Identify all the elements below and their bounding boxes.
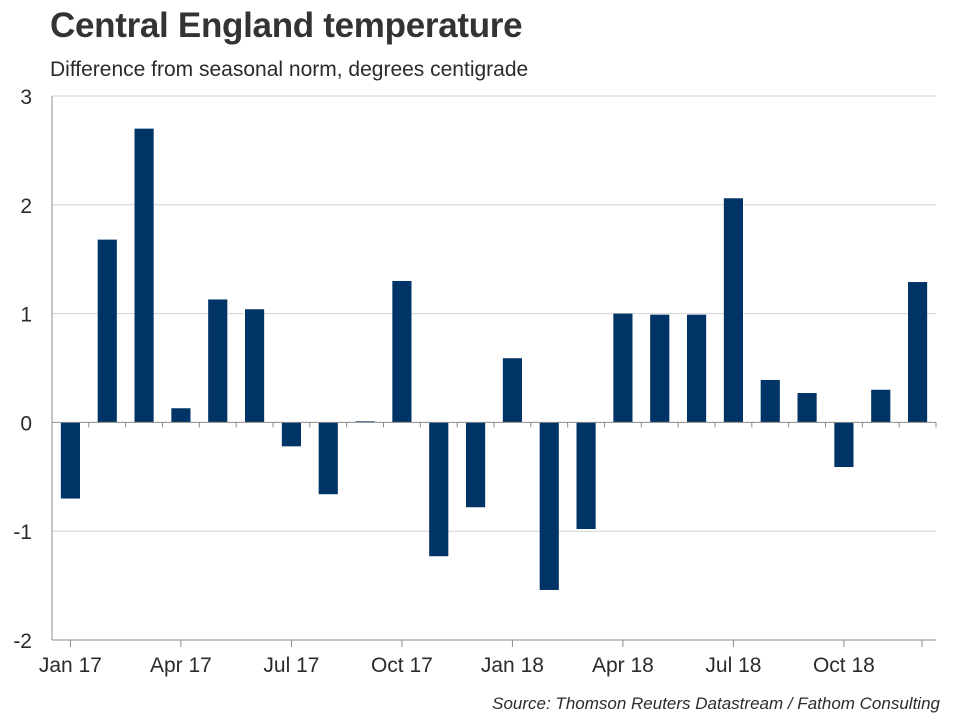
bar [355,421,375,423]
bar [908,282,928,423]
bar [392,280,412,423]
bar [429,422,449,557]
x-tick-label: Oct 18 [813,654,875,677]
bar [466,422,486,508]
y-tick-label: 1 [20,304,32,327]
bar [245,309,265,423]
x-tick-label: Jan 17 [39,654,102,677]
x-tick-label: Jul 17 [263,654,319,677]
bar [208,299,228,423]
chart-subtitle: Difference from seasonal norm, degrees c… [50,58,529,81]
x-tick-label: Jan 18 [481,654,544,677]
bar [134,128,154,423]
bar [318,422,338,495]
bar [576,422,596,530]
x-tick-label: Jul 18 [705,654,761,677]
bar [97,239,117,423]
bar [613,313,633,423]
bar [502,358,522,423]
source-note: Source: Thomson Reuters Datastream / Fat… [492,694,940,713]
bar [650,314,670,423]
x-tick-label: Apr 18 [592,654,654,677]
chart-title: Central England temperature [50,6,523,45]
bar [60,422,80,499]
bar [723,198,743,423]
bar [281,422,301,447]
x-tick-label: Apr 17 [150,654,212,677]
y-tick-label: 3 [20,86,32,109]
y-tick-label: -2 [13,630,32,653]
y-tick-label: 0 [20,412,32,435]
y-tick-label: 2 [20,195,32,218]
bar [687,314,707,423]
bar [834,422,854,468]
y-tick-label: -1 [13,521,32,544]
bar [760,379,780,423]
bar [539,422,559,590]
bar [871,389,891,423]
bar [171,408,191,423]
bar [797,393,817,423]
x-tick-label: Oct 17 [371,654,433,677]
